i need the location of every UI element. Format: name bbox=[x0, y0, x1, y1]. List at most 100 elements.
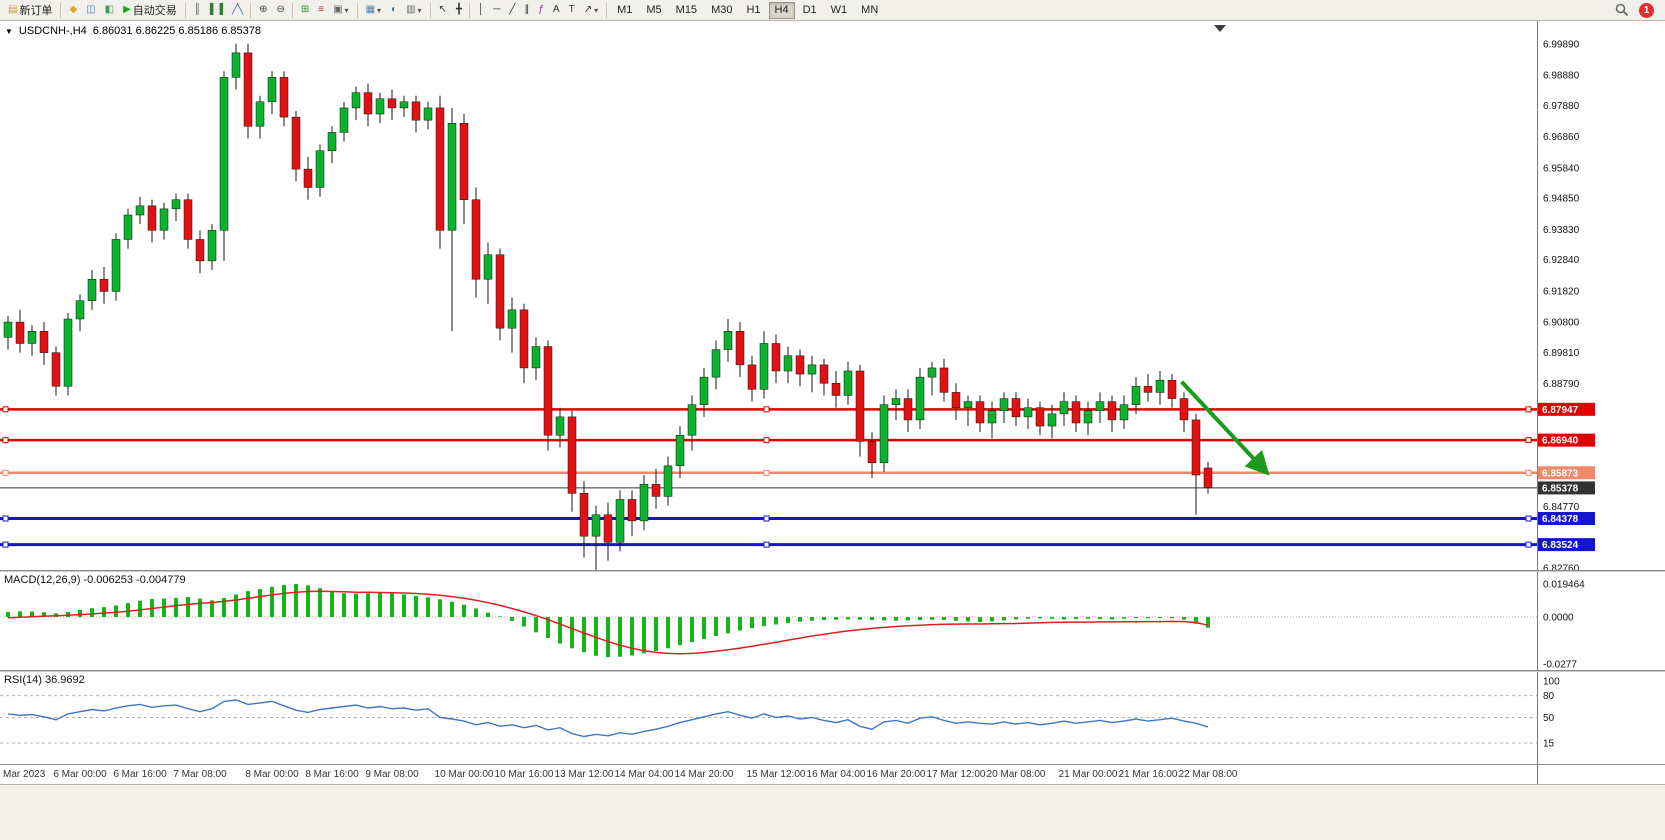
timeframe-m30-button[interactable]: M30 bbox=[711, 3, 733, 16]
time-axis-label: 16 Mar 04:00 bbox=[806, 769, 866, 780]
timeframe-w1-button[interactable]: W1 bbox=[830, 3, 848, 16]
timeframe-m5-button[interactable]: M5 bbox=[646, 3, 662, 16]
new-order-button[interactable]: ▤ 新订单 bbox=[3, 1, 57, 20]
autotrading-button[interactable]: ▶ 自动交易 bbox=[118, 1, 182, 20]
tile-windows-button[interactable]: ⊞ bbox=[296, 1, 313, 20]
fibonacci-button[interactable]: ƒ bbox=[533, 1, 548, 20]
line-handle[interactable] bbox=[2, 469, 9, 476]
indicators-icon: ≡ bbox=[318, 4, 324, 15]
line-handle[interactable] bbox=[763, 437, 770, 444]
bullish-candle bbox=[315, 150, 325, 188]
bearish-candle bbox=[15, 321, 25, 344]
bearish-candle bbox=[495, 254, 505, 329]
trendline-icon: ╱ bbox=[509, 4, 515, 15]
bearish-candle bbox=[903, 398, 913, 421]
chart-shift-button[interactable]: ▥ ▾ bbox=[401, 1, 426, 20]
vertical-line-button[interactable]: │ bbox=[473, 1, 488, 20]
line-handle[interactable] bbox=[763, 406, 770, 413]
price-badge bbox=[1538, 466, 1595, 480]
candlestick-chart-button[interactable]: ▌▐ bbox=[205, 1, 227, 20]
macd-panel[interactable]: 0.019464 0.0000 -0.0277 bbox=[0, 572, 1665, 670]
line-handle[interactable] bbox=[1525, 515, 1532, 522]
bearish-candle bbox=[627, 499, 637, 522]
cursor-button[interactable]: ↖ bbox=[434, 1, 451, 20]
bullish-candle bbox=[87, 278, 97, 301]
line-handle[interactable] bbox=[1525, 541, 1532, 548]
timeframe-h4-button[interactable]: H4 bbox=[768, 1, 795, 19]
template-button[interactable]: ▣ ▾ bbox=[328, 1, 353, 20]
timeframe-m1-button[interactable]: M1 bbox=[617, 3, 633, 16]
dropdown-caret-icon[interactable]: ▾ bbox=[377, 5, 382, 15]
horizontal-line-icon: ─ bbox=[493, 4, 500, 15]
line-handle[interactable] bbox=[763, 469, 770, 476]
bullish-candle bbox=[351, 92, 361, 109]
horizontal-line-button[interactable]: ─ bbox=[488, 1, 504, 20]
channel-button[interactable]: ∥ bbox=[519, 1, 533, 20]
clock-button[interactable]: ◐ bbox=[386, 1, 401, 20]
text-button[interactable]: A bbox=[548, 1, 564, 20]
timeframe-d1-button[interactable]: D1 bbox=[802, 3, 817, 16]
line-chart-button[interactable]: ╱╲ bbox=[227, 1, 247, 20]
trendline-button[interactable]: ╱ bbox=[504, 1, 519, 20]
search-button[interactable] bbox=[1610, 1, 1634, 20]
market-watch-button[interactable]: ◆ bbox=[64, 1, 81, 20]
line-handle[interactable] bbox=[1525, 469, 1532, 476]
pane-divider[interactable] bbox=[0, 570, 1665, 572]
price-tick-label: 6.82760 bbox=[1543, 564, 1580, 571]
time-axis-label: 3 Mar 2023 bbox=[0, 769, 46, 780]
price-tick-label: 6.93830 bbox=[1543, 225, 1580, 236]
bearish-candle bbox=[387, 98, 397, 109]
crosshair-button[interactable]: ╋ bbox=[451, 1, 466, 20]
pane-divider[interactable] bbox=[0, 670, 1665, 672]
symbol-collapse-icon[interactable]: ▼ bbox=[5, 26, 13, 36]
bearish-candle bbox=[831, 382, 841, 396]
new-chart-button[interactable]: ▦ ▾ bbox=[361, 1, 386, 20]
bearish-candle bbox=[867, 441, 877, 464]
line-handle[interactable] bbox=[2, 515, 9, 522]
bar-chart-button[interactable]: ║ bbox=[189, 1, 205, 20]
dropdown-caret-icon[interactable]: ▾ bbox=[344, 5, 349, 15]
candlestick-chart-icon: ▌▐ bbox=[209, 4, 223, 15]
indicators-button[interactable]: ≡ bbox=[313, 1, 328, 20]
rsi-pane: RSI(14) 36.9692 100 80 50 15 bbox=[0, 672, 1665, 764]
dropdown-caret-icon[interactable]: ▾ bbox=[417, 5, 422, 15]
timeframe-h1-button[interactable]: H1 bbox=[746, 3, 761, 16]
bearish-candle bbox=[1011, 398, 1021, 418]
timeframe-m15-button[interactable]: M15 bbox=[675, 3, 698, 16]
text-label-button[interactable]: T bbox=[564, 1, 579, 20]
chart-shift-marker[interactable] bbox=[1214, 25, 1226, 32]
rsi-panel[interactable]: 100 80 50 15 bbox=[0, 672, 1665, 764]
search-icon bbox=[1615, 3, 1629, 17]
arrow-styles-button[interactable]: ↗ ▾ bbox=[579, 1, 603, 20]
arrow-styles-icon: ↗ bbox=[583, 4, 592, 15]
timeframe-mn-button[interactable]: MN bbox=[861, 3, 879, 16]
line-handle[interactable] bbox=[1525, 406, 1532, 413]
bearish-candle bbox=[1107, 401, 1117, 421]
chart-title-bar: ▼ USDCNH-,H4 6.86031 6.86225 6.85186 6.8… bbox=[5, 25, 261, 37]
time-axis-label: 15 Mar 12:00 bbox=[746, 769, 806, 780]
navigator-button[interactable]: ◧ bbox=[100, 1, 118, 20]
trend-arrow[interactable] bbox=[1180, 380, 1270, 476]
dropdown-caret-icon[interactable]: ▾ bbox=[594, 5, 599, 15]
rsi-axis-label: 15 bbox=[1543, 739, 1555, 750]
time-axis[interactable]: 3 Mar 2023 6 Mar 00:00 6 Mar 16:00 7 Mar 08… bbox=[0, 764, 1665, 784]
line-handle[interactable] bbox=[2, 406, 9, 413]
line-handle[interactable] bbox=[2, 437, 9, 444]
price-tick-label: 6.91820 bbox=[1543, 286, 1580, 297]
zoom-out-button[interactable]: ⊖ bbox=[271, 1, 288, 20]
line-handle[interactable] bbox=[1525, 437, 1532, 444]
bearish-candle bbox=[939, 367, 949, 393]
line-handle[interactable] bbox=[763, 541, 770, 548]
bullish-candle bbox=[1095, 401, 1105, 412]
price-chart[interactable]: 6.99890 6.98880 6.97880 6.96860 6.95840 6.948… bbox=[0, 21, 1665, 570]
bullish-candle bbox=[963, 401, 973, 408]
bullish-candle bbox=[159, 208, 169, 231]
line-handle[interactable] bbox=[763, 515, 770, 522]
zoom-in-button[interactable]: ⊕ bbox=[254, 1, 271, 20]
time-axis-label: 6 Mar 16:00 bbox=[113, 769, 167, 780]
price-tick-label: 6.88790 bbox=[1543, 379, 1580, 390]
bearish-candle bbox=[99, 278, 109, 292]
notification-badge[interactable]: 1 bbox=[1639, 2, 1654, 18]
line-handle[interactable] bbox=[2, 541, 9, 548]
data-window-button[interactable]: ◫ bbox=[81, 1, 99, 20]
